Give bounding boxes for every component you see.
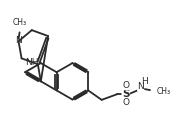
Text: CH₃: CH₃	[12, 18, 27, 27]
Text: O: O	[122, 81, 129, 90]
Text: N: N	[137, 82, 144, 91]
Text: S: S	[122, 89, 130, 99]
Text: N: N	[15, 36, 22, 45]
Text: NH: NH	[25, 58, 38, 67]
Text: O: O	[122, 98, 129, 107]
Text: H: H	[142, 77, 148, 86]
Text: CH₃: CH₃	[156, 87, 170, 96]
